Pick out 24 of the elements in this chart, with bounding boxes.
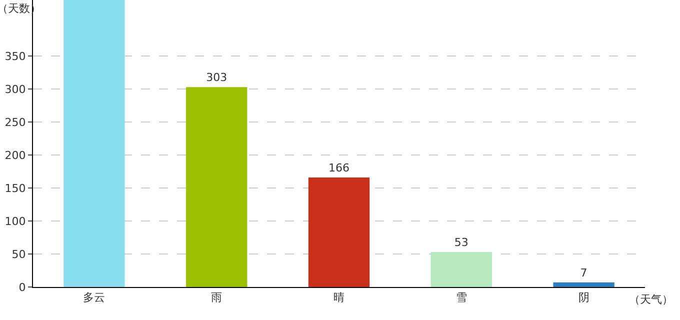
y-tick-label: 100 [4,214,26,228]
bar [430,252,492,287]
bar [308,177,370,287]
x-tick-label: 雨 [211,291,222,304]
x-tick-label: 阴 [578,291,590,304]
x-tick-label: 多云 [83,291,106,304]
data-label: 166 [328,161,350,174]
bar [553,282,614,287]
x-axis-title: （天气） [629,293,673,306]
y-tick-label: 50 [12,248,26,261]
data-label: 303 [206,71,228,84]
data-label: 7 [580,266,588,280]
bar [186,87,248,287]
y-tick-label: 200 [4,148,26,162]
y-tick-label: 300 [4,82,26,96]
y-tick-label: 350 [4,50,26,63]
bar [64,0,125,287]
x-tick-label: 晴 [334,291,344,304]
y-tick-label: 250 [4,116,26,129]
y-tick-label: 0 [18,280,26,294]
y-tick-label: 150 [4,182,26,195]
data-label: 53 [454,236,468,250]
x-tick-label: 雪 [456,291,467,304]
y-axis-title: （天数） [0,2,41,15]
